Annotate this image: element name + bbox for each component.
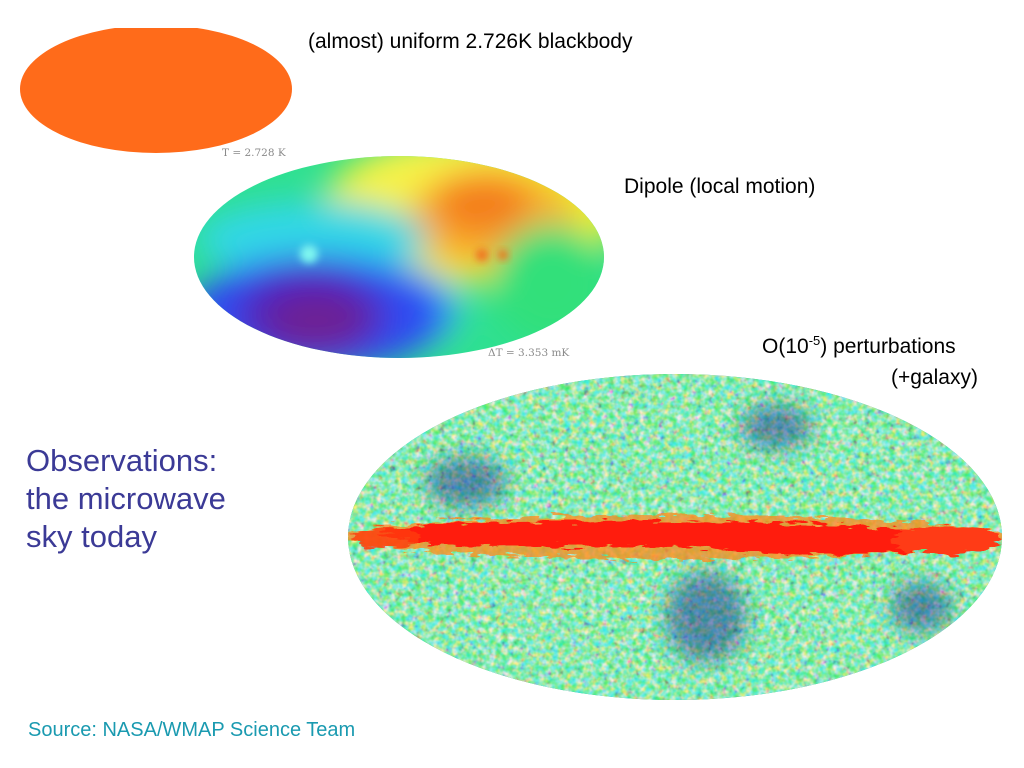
dipole-map-scale-label: ΔT = 3.353 mK — [488, 347, 570, 359]
perturbations-map-caption: O(10-5) perturbations — [762, 333, 956, 358]
slide-title-line-3: sky today — [26, 519, 157, 554]
slide-title: Observations: the microwave sky today — [26, 442, 226, 556]
dipole-map-caption: Dipole (local motion) — [624, 175, 816, 198]
slide-title-line-1: Observations: — [26, 443, 218, 478]
uniform-map-caption: (almost) uniform 2.726K blackbody — [308, 30, 633, 53]
uniform-map-scale-label: T = 2.728 K — [222, 147, 286, 159]
slide-title-line-2: the microwave — [26, 481, 226, 516]
source-credit: Source: NASA/WMAP Science Team — [28, 719, 356, 741]
dipole-sky-map — [194, 156, 604, 358]
perturbations-sky-map — [348, 374, 1002, 700]
perturbations-map-caption-line2: (+galaxy) — [891, 366, 978, 389]
uniform-sky-map — [20, 28, 292, 153]
